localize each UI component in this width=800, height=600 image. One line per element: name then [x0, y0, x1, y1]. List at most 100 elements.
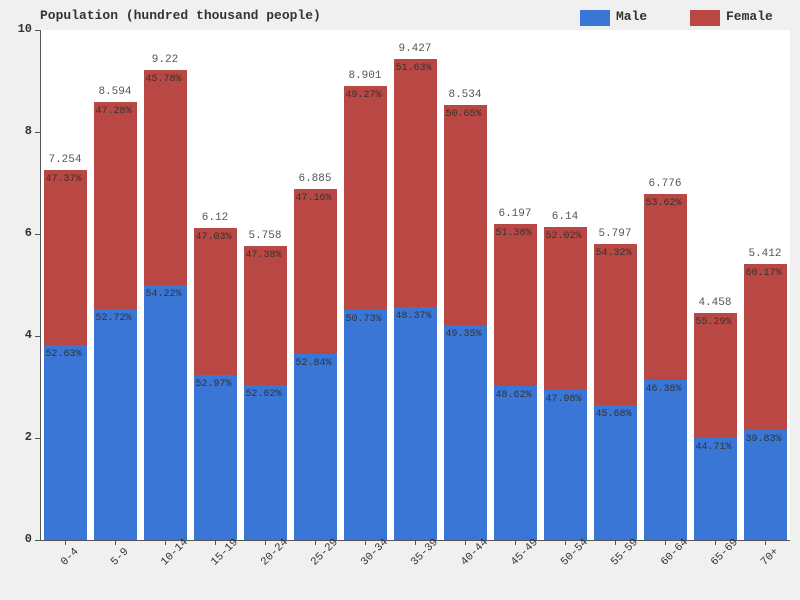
bar-label-male-pct: 48.37%	[396, 311, 432, 322]
bar-label-female-pct: 51.38%	[496, 228, 532, 239]
ytick-label: 8	[10, 124, 32, 138]
bar-female	[294, 189, 337, 355]
xtick	[415, 540, 416, 545]
legend-swatch-male	[580, 10, 610, 26]
bar-male	[394, 307, 437, 540]
bar-label-female-pct: 47.16%	[296, 193, 332, 204]
bar-male	[594, 405, 637, 540]
bar-female	[444, 105, 487, 325]
xtick	[115, 540, 116, 545]
legend-swatch-female	[690, 10, 720, 26]
bar-label-male-pct: 39.83%	[746, 434, 782, 445]
bar-total-label: 6.885	[290, 173, 340, 185]
bar-male	[644, 380, 687, 540]
ytick-label: 4	[10, 328, 32, 342]
bar-female	[544, 227, 587, 390]
bar-female	[244, 246, 287, 385]
bar-total-label: 8.534	[440, 89, 490, 101]
xtick	[315, 540, 316, 545]
xtick	[215, 540, 216, 545]
bar-label-female-pct: 47.38%	[246, 250, 282, 261]
xtick	[165, 540, 166, 545]
legend-label-female: Female	[726, 9, 773, 24]
xtick	[715, 540, 716, 545]
bar-male	[94, 309, 137, 540]
bar-total-label: 4.458	[690, 297, 740, 309]
bar-total-label: 6.776	[640, 178, 690, 190]
bar-female	[394, 59, 437, 307]
bar-label-female-pct: 49.27%	[346, 90, 382, 101]
xtick	[665, 540, 666, 545]
bar-male	[694, 438, 737, 540]
bar-total-label: 6.14	[540, 211, 590, 223]
bar-total-label: 6.12	[190, 212, 240, 224]
bar-label-male-pct: 52.97%	[196, 379, 232, 390]
ytick-label: 6	[10, 226, 32, 240]
bar-male	[494, 386, 537, 540]
bar-male	[144, 285, 187, 540]
bar-female	[194, 228, 237, 375]
bar-label-female-pct: 51.63%	[396, 63, 432, 74]
bar-total-label: 8.901	[340, 70, 390, 82]
bar-label-male-pct: 50.73%	[346, 314, 382, 325]
xtick	[365, 540, 366, 545]
bar-label-female-pct: 47.37%	[46, 174, 82, 185]
xtick	[465, 540, 466, 545]
bar-label-female-pct: 50.65%	[446, 109, 482, 120]
bar-label-female-pct: 47.28%	[96, 106, 132, 117]
bar-label-male-pct: 45.68%	[596, 409, 632, 420]
bar-male	[294, 354, 337, 540]
y-axis-title: Population (hundred thousand people)	[40, 8, 321, 23]
bar-female	[94, 102, 137, 309]
xtick	[265, 540, 266, 545]
bar-total-label: 5.412	[740, 248, 790, 260]
xtick	[615, 540, 616, 545]
bar-label-female-pct: 55.29%	[696, 317, 732, 328]
xtick	[65, 540, 66, 545]
bar-male	[244, 385, 287, 540]
bar-female	[494, 224, 537, 386]
bar-female	[694, 313, 737, 439]
ytick-label: 0	[10, 532, 32, 546]
bar-label-male-pct: 52.84%	[296, 358, 332, 369]
bar-female	[644, 194, 687, 379]
bar-female	[344, 86, 387, 310]
bar-total-label: 7.254	[40, 154, 90, 166]
bar-female	[594, 244, 637, 405]
xtick	[515, 540, 516, 545]
bar-label-male-pct: 52.62%	[246, 389, 282, 400]
bar-label-male-pct: 52.72%	[96, 313, 132, 324]
bar-label-male-pct: 44.71%	[696, 442, 732, 453]
bar-label-male-pct: 49.35%	[446, 329, 482, 340]
bar-male	[544, 390, 587, 540]
bar-male	[344, 310, 387, 540]
bar-label-female-pct: 47.03%	[196, 232, 232, 243]
bar-male	[44, 345, 87, 540]
bar-label-male-pct: 47.98%	[546, 394, 582, 405]
bar-total-label: 6.197	[490, 208, 540, 220]
bar-label-female-pct: 53.62%	[646, 198, 682, 209]
bar-label-male-pct: 46.38%	[646, 384, 682, 395]
bar-female	[744, 264, 787, 430]
bar-total-label: 9.22	[140, 54, 190, 66]
bar-total-label: 8.594	[90, 86, 140, 98]
bar-total-label: 5.797	[590, 228, 640, 240]
bar-label-female-pct: 60.17%	[746, 268, 782, 279]
bar-male	[194, 375, 237, 540]
xtick	[565, 540, 566, 545]
bar-label-male-pct: 48.62%	[496, 390, 532, 401]
bar-male	[444, 325, 487, 540]
xtick	[765, 540, 766, 545]
bar-male	[744, 430, 787, 540]
bar-label-male-pct: 52.63%	[46, 349, 82, 360]
y-axis	[40, 30, 41, 540]
ytick-label: 10	[10, 22, 32, 36]
bar-total-label: 5.758	[240, 230, 290, 242]
ytick-label: 2	[10, 430, 32, 444]
bar-female	[144, 70, 187, 285]
bar-label-female-pct: 52.02%	[546, 231, 582, 242]
bar-label-female-pct: 54.32%	[596, 248, 632, 259]
bar-total-label: 9.427	[390, 43, 440, 55]
legend-label-male: Male	[616, 9, 647, 24]
bar-label-male-pct: 54.22%	[146, 289, 182, 300]
